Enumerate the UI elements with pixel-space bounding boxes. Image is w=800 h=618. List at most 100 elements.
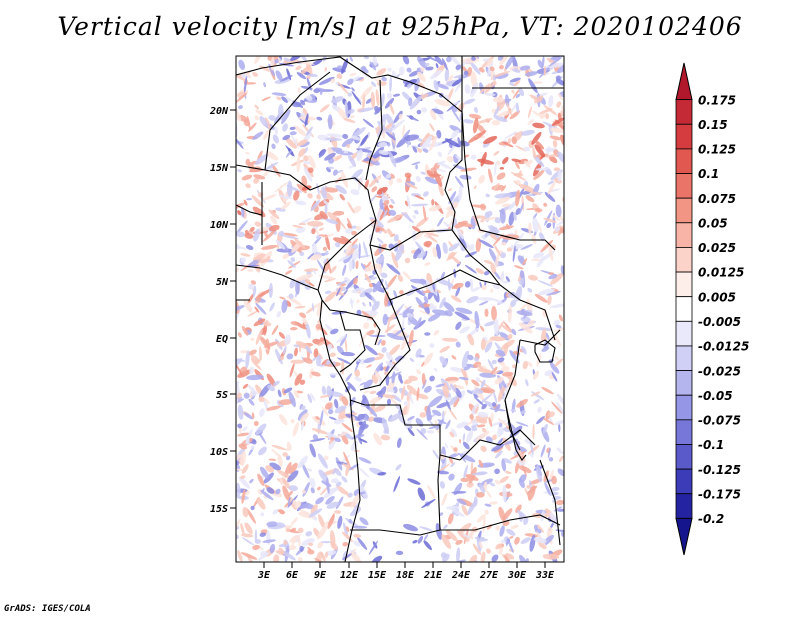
field-blob <box>552 121 564 127</box>
field-blob <box>551 401 563 414</box>
field-blob <box>455 307 473 315</box>
field-blob <box>245 183 251 189</box>
field-blob <box>557 151 564 163</box>
field-blob <box>336 334 347 344</box>
field-blob <box>434 56 444 66</box>
field-blob <box>458 185 463 201</box>
field-blob <box>236 380 240 396</box>
field-blob <box>395 244 405 261</box>
field-blob <box>346 144 350 148</box>
field-blob <box>416 428 428 440</box>
field-blob <box>367 155 377 162</box>
field-blob <box>251 412 255 419</box>
field-blob <box>246 374 264 381</box>
field-blob <box>264 117 271 129</box>
field-blob <box>384 97 395 109</box>
field-blob <box>247 293 255 305</box>
field-blob <box>525 379 529 387</box>
field-blob <box>368 158 380 166</box>
field-blob <box>303 167 313 182</box>
field-blob <box>377 338 382 346</box>
field-blob <box>440 271 445 281</box>
field-blob <box>480 338 486 351</box>
field-blob <box>535 167 550 171</box>
border-zambia-zimbabwe <box>474 514 561 531</box>
field-blob <box>387 67 392 72</box>
field-blob <box>292 100 304 108</box>
field-blob <box>461 504 469 516</box>
colorbar-swatch <box>675 99 693 125</box>
field-blob <box>358 467 370 478</box>
field-blob <box>515 93 521 99</box>
field-blob <box>446 56 452 63</box>
field-blob <box>429 343 435 348</box>
field-blob <box>497 386 505 402</box>
field-blob <box>417 487 426 501</box>
field-blob <box>470 154 477 160</box>
field-blob <box>480 217 486 223</box>
field-blob <box>312 434 319 440</box>
field-blob <box>483 270 490 276</box>
field-blob <box>283 540 288 545</box>
field-blob <box>327 344 333 351</box>
field-blob <box>285 455 291 461</box>
field-blob <box>482 514 486 533</box>
field-blob <box>341 138 354 148</box>
field-blob <box>494 403 501 413</box>
colorbar-label: 0.005 <box>698 290 736 304</box>
lon-label: 15E <box>368 570 387 581</box>
field-blob <box>411 203 429 207</box>
field-blob <box>262 539 276 543</box>
field-blob <box>474 388 484 394</box>
field-blob <box>398 66 405 76</box>
field-blob <box>531 258 541 262</box>
field-blob <box>318 514 325 529</box>
lake-tanganyika <box>504 399 527 461</box>
field-blob <box>250 359 262 371</box>
field-blob <box>436 168 447 173</box>
field-blob <box>311 428 329 435</box>
field-blob <box>474 130 487 141</box>
field-blob <box>419 93 429 100</box>
field-blob <box>273 554 280 562</box>
field-blob <box>531 110 544 118</box>
field-blob <box>369 396 382 404</box>
field-blob <box>434 279 438 297</box>
field-blob <box>384 280 389 290</box>
field-blob <box>479 483 486 494</box>
field-blob <box>556 101 562 108</box>
field-blob <box>500 270 505 283</box>
field-blob <box>336 345 345 355</box>
field-blob <box>297 87 301 94</box>
field-blob <box>547 447 551 459</box>
field-blob <box>431 199 435 206</box>
field-blob <box>466 430 474 443</box>
field-blob <box>429 123 435 132</box>
field-blob <box>236 231 246 238</box>
field-blob <box>263 321 272 327</box>
field-blob <box>456 421 468 429</box>
colorbar-label: -0.075 <box>698 414 741 428</box>
field-blob <box>350 225 357 229</box>
field-blob <box>455 64 462 70</box>
field-blob <box>507 137 511 145</box>
field-blob <box>259 116 268 128</box>
field-blob <box>323 200 329 206</box>
field-blob <box>436 401 450 409</box>
field-blob <box>533 169 545 180</box>
field-blob <box>324 455 329 461</box>
field-blob <box>448 408 458 421</box>
field-blob <box>441 492 448 506</box>
field-blob <box>290 517 298 526</box>
field-blob <box>556 75 561 81</box>
field-blob <box>520 129 535 136</box>
field-blob <box>295 280 300 295</box>
field-blob <box>332 470 336 475</box>
field-blob <box>405 419 412 430</box>
field-blob <box>350 189 360 196</box>
field-blob <box>377 142 388 148</box>
field-blob <box>527 119 534 125</box>
border-namibia <box>350 529 441 536</box>
field-blob <box>505 56 515 70</box>
field-blob <box>499 546 503 556</box>
